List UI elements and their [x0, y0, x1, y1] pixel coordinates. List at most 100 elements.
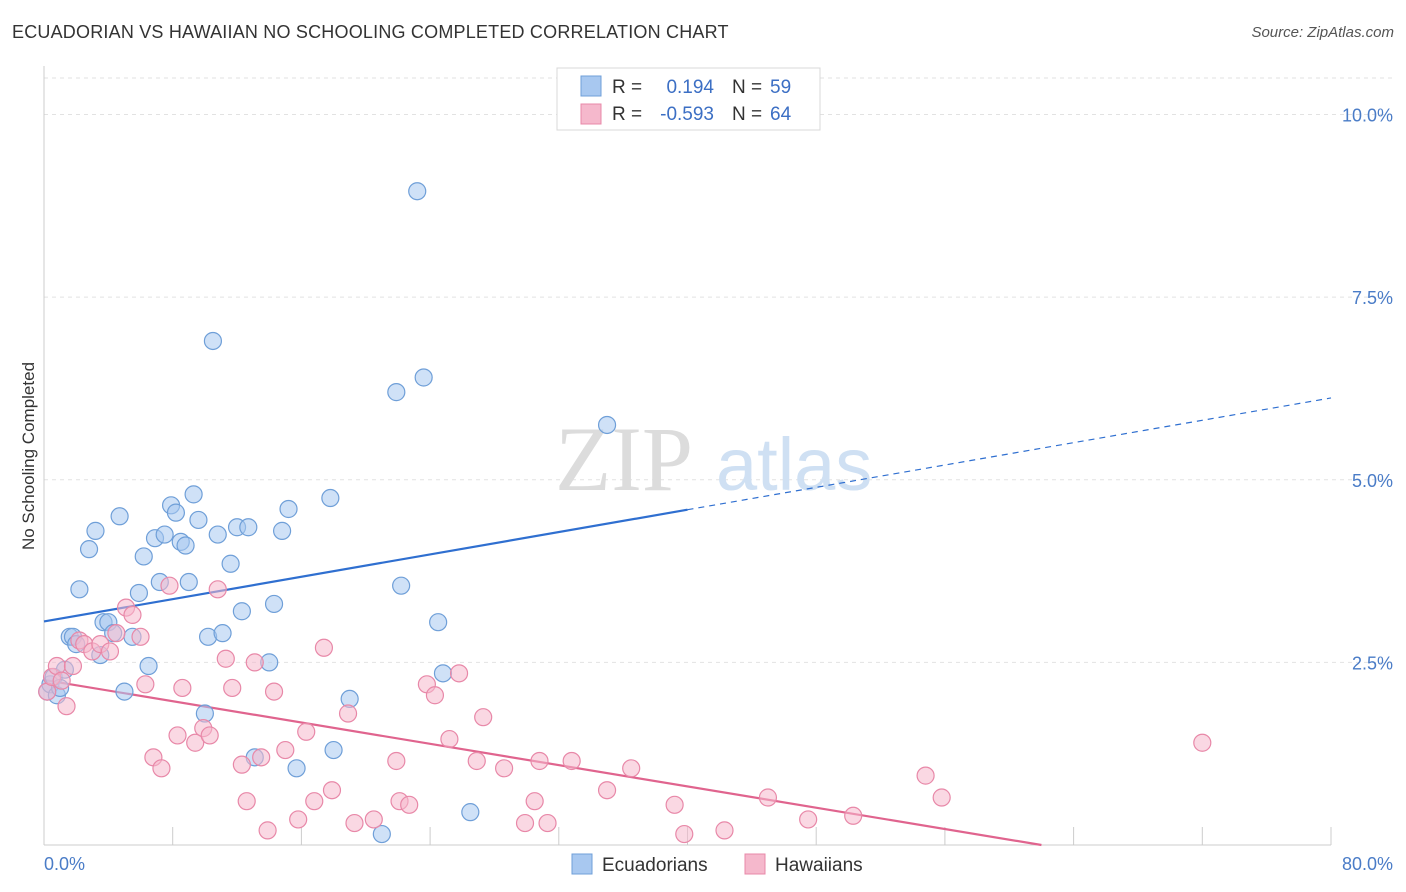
data-point-ecuadorians: [279, 499, 298, 519]
data-point-ecuadorians: [155, 525, 174, 544]
x-tick-label-max: 80.0%: [1342, 854, 1393, 874]
legend-n-value: 64: [770, 104, 792, 125]
data-point-ecuadorians: [79, 540, 99, 559]
data-point-hawaiians: [440, 729, 459, 749]
data-point-hawaiians: [186, 733, 205, 752]
data-point-hawaiians: [289, 810, 308, 829]
data-point-hawaiians: [245, 653, 264, 672]
data-point-hawaiians: [932, 788, 951, 807]
data-point-hawaiians: [449, 664, 469, 683]
data-point-ecuadorians: [139, 656, 158, 676]
data-point-ecuadorians: [189, 510, 208, 530]
data-point-ecuadorians: [184, 485, 203, 504]
data-point-ecuadorians: [221, 554, 240, 573]
data-point-hawaiians: [200, 726, 219, 745]
data-point-hawaiians: [425, 686, 445, 705]
data-point-hawaiians: [345, 813, 364, 833]
data-point-ecuadorians: [176, 536, 195, 555]
data-point-hawaiians: [252, 748, 271, 767]
data-point-ecuadorians: [166, 503, 186, 522]
data-point-ecuadorians: [433, 664, 453, 683]
legend-swatch-ecuadorians: [580, 75, 602, 97]
data-point-hawaiians: [916, 766, 935, 785]
x-tick-label-min: 0.0%: [44, 854, 85, 874]
data-point-hawaiians: [495, 759, 514, 778]
data-point-ecuadorians: [372, 824, 391, 844]
data-point-hawaiians: [208, 580, 227, 599]
data-point-hawaiians: [338, 704, 358, 723]
gridlines: [44, 77, 1393, 663]
legend-item-hawaiians: Hawaiians: [775, 855, 863, 876]
data-point-hawaiians: [530, 751, 549, 771]
data-point-hawaiians: [515, 813, 535, 833]
trend-line-extension-ecuadorians: [687, 397, 1332, 511]
data-point-hawaiians: [799, 810, 818, 829]
data-point-hawaiians: [525, 792, 544, 811]
data-point-ecuadorians: [414, 368, 433, 387]
watermark-atlas: atlas: [716, 423, 872, 506]
y-tick-labels: 2.5% 5.0% 7.5% 10.0%: [1342, 106, 1393, 674]
data-point-hawaiians: [622, 759, 641, 778]
stats-legend: R = 0.194 N = 59 R = -0.593 N = 64: [556, 67, 821, 131]
data-point-ecuadorians: [387, 383, 406, 402]
data-point-hawaiians: [715, 821, 734, 840]
data-point-hawaiians: [562, 751, 581, 771]
watermark-zip: ZIP: [555, 408, 693, 510]
data-point-ecuadorians: [324, 740, 343, 760]
data-point-ecuadorians: [86, 521, 105, 540]
data-point-hawaiians: [400, 795, 419, 814]
data-point-hawaiians: [168, 726, 187, 745]
data-point-hawaiians: [1193, 733, 1212, 752]
data-point-hawaiians: [297, 722, 316, 741]
legend-item-ecuadorians: Ecuadorians: [602, 855, 708, 876]
legend-r-label: R =: [612, 104, 642, 125]
data-point-ecuadorians: [179, 572, 198, 592]
data-points: [38, 182, 1212, 844]
data-point-hawaiians: [305, 792, 324, 811]
data-point-ecuadorians: [129, 583, 149, 603]
data-point-hawaiians: [237, 792, 256, 811]
data-point-ecuadorians: [110, 507, 129, 526]
legend-r-value: 0.194: [666, 77, 714, 98]
data-point-hawaiians: [364, 810, 383, 829]
data-point-hawaiians: [160, 576, 179, 595]
data-point-hawaiians: [467, 751, 486, 771]
data-point-hawaiians: [107, 624, 126, 643]
data-point-ecuadorians: [115, 682, 134, 701]
data-point-hawaiians: [758, 788, 778, 807]
data-point-ecuadorians: [203, 331, 223, 351]
data-point-hawaiians: [597, 781, 617, 800]
data-point-hawaiians: [322, 781, 342, 800]
data-point-ecuadorians: [134, 547, 153, 566]
data-point-ecuadorians: [429, 613, 448, 632]
source-label: Source: ZipAtlas.com: [1251, 24, 1394, 41]
data-point-hawaiians: [152, 759, 171, 778]
legend-r-value: -0.593: [660, 104, 714, 125]
data-point-ecuadorians: [461, 803, 480, 822]
legend-swatch-hawaiians: [580, 103, 602, 125]
data-point-ecuadorians: [213, 624, 232, 643]
y-tick-label: 5.0%: [1352, 471, 1393, 491]
data-point-hawaiians: [276, 740, 295, 760]
data-point-ecuadorians: [272, 521, 292, 540]
legend-item-hawaiians-swatch: [744, 853, 766, 875]
legend-n-value: 59: [770, 77, 791, 98]
data-point-hawaiians: [100, 642, 120, 661]
legend-item-ecuadorians-swatch: [571, 853, 593, 875]
data-point-hawaiians: [223, 678, 242, 698]
data-point-hawaiians: [258, 821, 277, 840]
legend-n-label: N =: [732, 77, 762, 98]
data-point-ecuadorians: [264, 594, 284, 614]
data-point-hawaiians: [57, 697, 76, 716]
legend-n-label: N =: [732, 104, 762, 125]
data-point-hawaiians: [52, 671, 71, 690]
data-point-hawaiians: [131, 627, 150, 646]
data-point-ecuadorians: [321, 488, 340, 508]
data-point-hawaiians: [538, 813, 557, 833]
data-point-ecuadorians: [70, 580, 89, 599]
data-point-ecuadorians: [208, 525, 227, 544]
data-point-ecuadorians: [597, 415, 617, 435]
data-point-hawaiians: [232, 755, 251, 774]
data-point-hawaiians: [665, 795, 684, 814]
